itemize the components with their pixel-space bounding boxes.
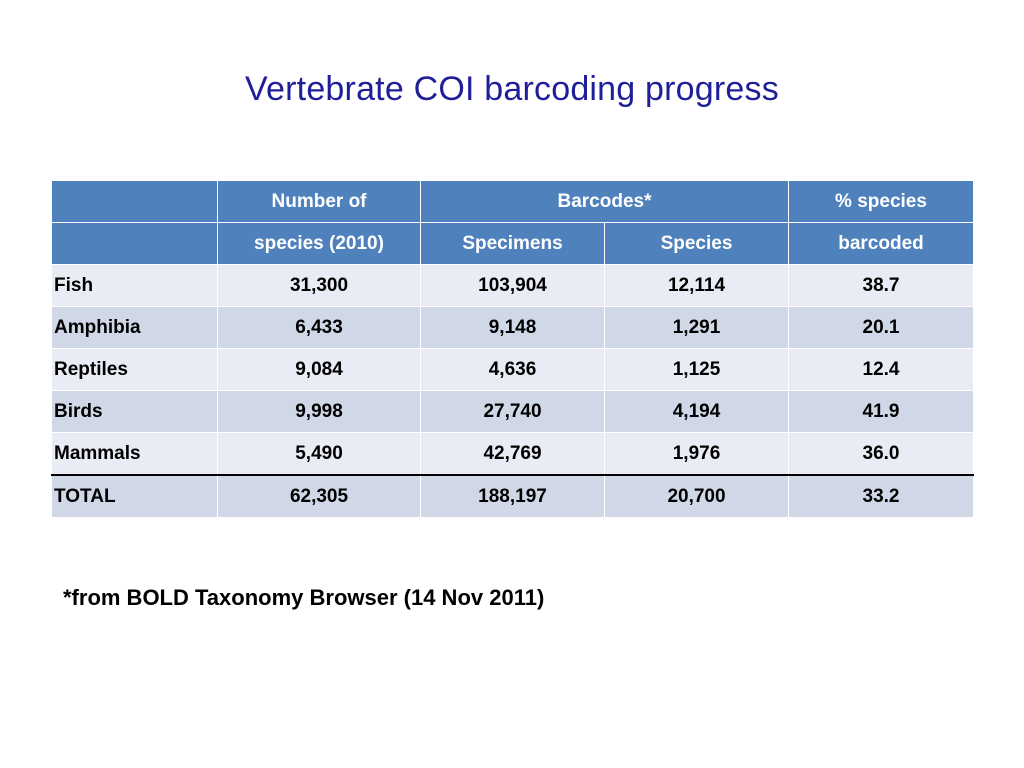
table-row: Fish 31,300 103,904 12,114 38.7 [51, 264, 974, 307]
cell-species: 1,125 [604, 348, 789, 391]
header-corner-cell [51, 180, 218, 223]
table-row: Reptiles 9,084 4,636 1,125 12.4 [51, 348, 974, 391]
slide-title: Vertebrate COI barcoding progress [245, 70, 779, 108]
header-specimens: Specimens [420, 222, 605, 265]
cell-species-2010: 5,490 [217, 432, 421, 476]
cell-specimens: 4,636 [420, 348, 605, 391]
cell-pct-barcoded: 20.1 [788, 306, 974, 349]
row-label-reptiles: Reptiles [51, 348, 218, 391]
row-label-fish: Fish [51, 264, 218, 307]
cell-pct-barcoded: 12.4 [788, 348, 974, 391]
row-label-amphibia: Amphibia [51, 306, 218, 349]
header-species: Species [604, 222, 789, 265]
cell-species-2010: 62,305 [217, 474, 421, 518]
header-species-2010: species (2010) [217, 222, 421, 265]
header-pct-species: % species [788, 180, 974, 223]
header-number-of: Number of [217, 180, 421, 223]
header-barcodes: Barcodes* [420, 180, 789, 223]
table-header-row-1: Number of Barcodes* % species [51, 180, 974, 223]
cell-specimens: 27,740 [420, 390, 605, 433]
cell-species-2010: 6,433 [217, 306, 421, 349]
cell-species-2010: 9,998 [217, 390, 421, 433]
cell-species: 4,194 [604, 390, 789, 433]
cell-pct-barcoded: 33.2 [788, 474, 974, 518]
cell-pct-barcoded: 36.0 [788, 432, 974, 476]
cell-species: 1,976 [604, 432, 789, 476]
cell-species: 1,291 [604, 306, 789, 349]
cell-specimens: 188,197 [420, 474, 605, 518]
row-label-birds: Birds [51, 390, 218, 433]
cell-specimens: 42,769 [420, 432, 605, 476]
cell-species-2010: 9,084 [217, 348, 421, 391]
table-row: Amphibia 6,433 9,148 1,291 20.1 [51, 306, 974, 349]
cell-species: 20,700 [604, 474, 789, 518]
cell-specimens: 9,148 [420, 306, 605, 349]
cell-pct-barcoded: 38.7 [788, 264, 974, 307]
cell-pct-barcoded: 41.9 [788, 390, 974, 433]
row-label-mammals: Mammals [51, 432, 218, 476]
cell-species-2010: 31,300 [217, 264, 421, 307]
row-label-total: TOTAL [51, 474, 218, 518]
header-barcoded: barcoded [788, 222, 974, 265]
table-row: Mammals 5,490 42,769 1,976 36.0 [51, 432, 974, 476]
table-row: Birds 9,998 27,740 4,194 41.9 [51, 390, 974, 433]
cell-specimens: 103,904 [420, 264, 605, 307]
header-corner-cell [51, 222, 218, 265]
cell-species: 12,114 [604, 264, 789, 307]
table-header-row-2: species (2010) Specimens Species barcode… [51, 222, 974, 265]
footnote: *from BOLD Taxonomy Browser (14 Nov 2011… [63, 585, 545, 610]
barcoding-table: Number of Barcodes* % species species (2… [51, 180, 974, 518]
table-total-row: TOTAL 62,305 188,197 20,700 33.2 [51, 474, 974, 518]
